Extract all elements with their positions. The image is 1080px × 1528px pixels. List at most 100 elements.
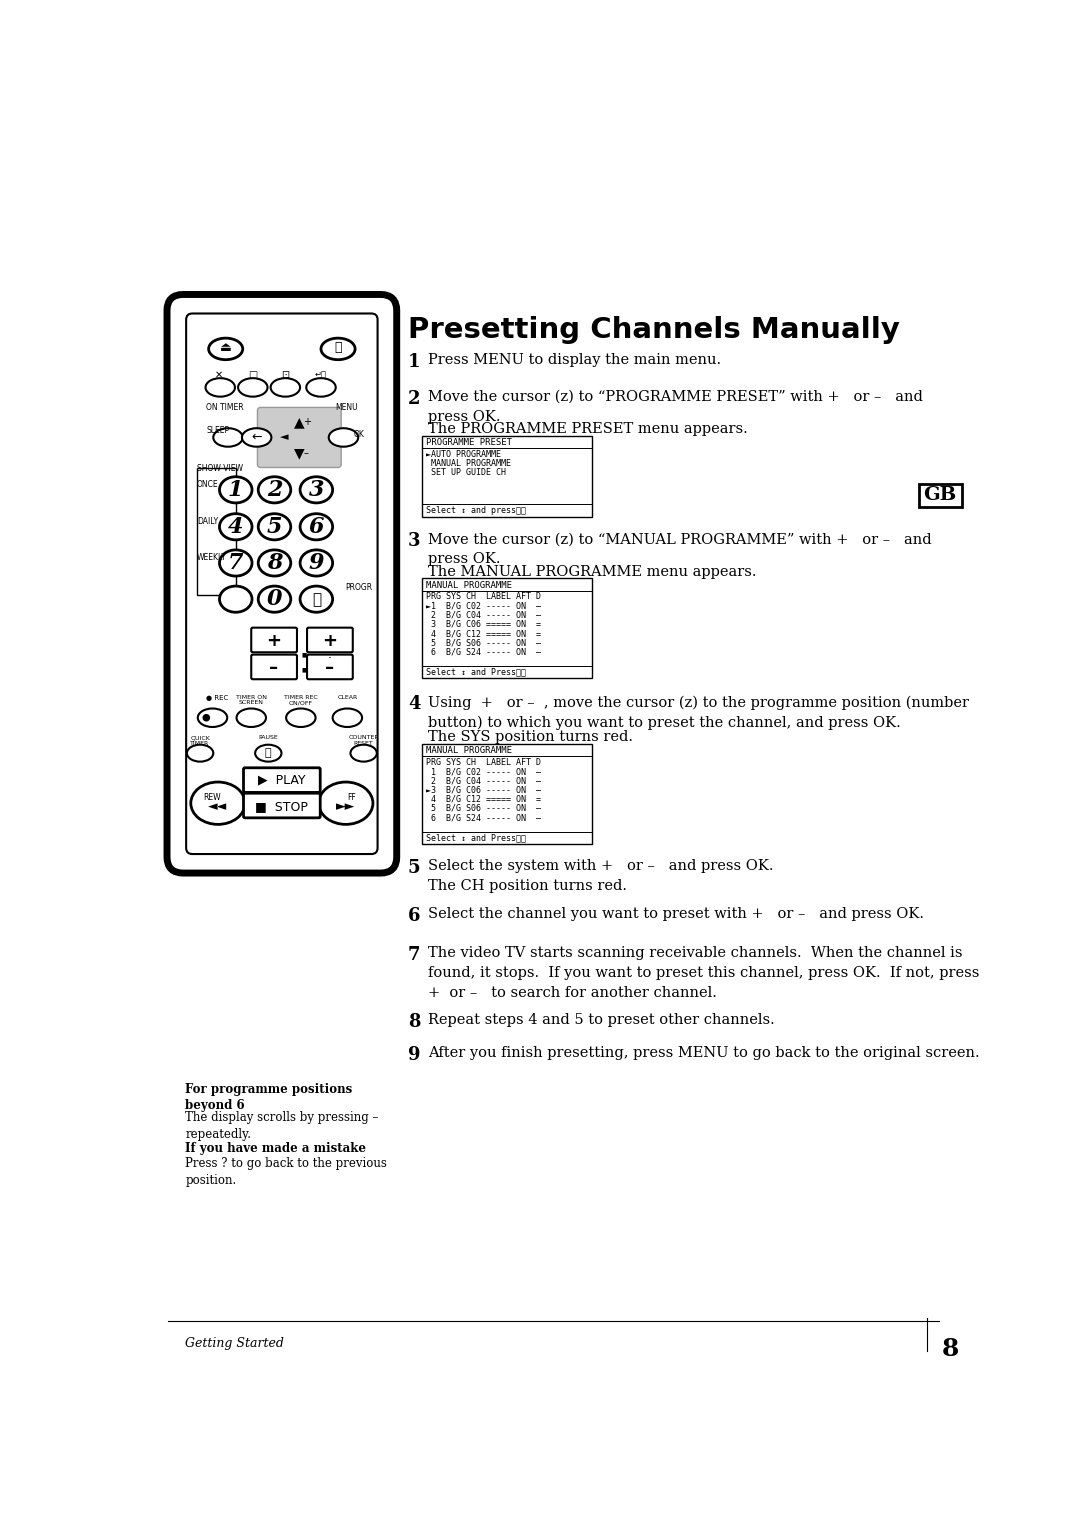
Ellipse shape [219, 587, 252, 613]
Text: After you finish presetting, press MENU to go back to the original screen.: After you finish presetting, press MENU … [428, 1045, 980, 1060]
Text: SET UP GUIDE CH: SET UP GUIDE CH [426, 468, 505, 477]
Text: ►AUTO PROGRAMME: ►AUTO PROGRAMME [426, 449, 501, 458]
Text: CLEAR: CLEAR [337, 695, 357, 700]
Text: ⓘ: ⓘ [312, 591, 321, 607]
Ellipse shape [258, 513, 291, 539]
Text: Move the cursor (z) to “PROGRAMME PRESET” with +   or –   and
press OK.: Move the cursor (z) to “PROGRAMME PRESET… [428, 390, 922, 423]
FancyBboxPatch shape [252, 628, 297, 652]
Ellipse shape [333, 709, 362, 727]
Text: ON TIMER: ON TIMER [206, 403, 244, 413]
Text: Select ↕ and PressⓀⒺ: Select ↕ and PressⓀⒺ [426, 668, 526, 677]
Text: ✕: ✕ [215, 370, 222, 380]
Text: Press ? to go back to the previous
position.: Press ? to go back to the previous posit… [186, 1157, 388, 1187]
Text: 2: 2 [267, 478, 282, 501]
Text: 6  B/G S24 ----- ON  –: 6 B/G S24 ----- ON – [426, 648, 541, 657]
Text: ● REC: ● REC [206, 695, 229, 701]
Text: +: + [267, 631, 281, 649]
FancyBboxPatch shape [170, 296, 394, 871]
Text: MANUAL PROGRAMME: MANUAL PROGRAMME [426, 746, 512, 755]
Text: ⊡: ⊡ [281, 370, 289, 380]
Text: ◄◄: ◄◄ [208, 799, 228, 813]
Ellipse shape [238, 377, 268, 397]
Text: 2: 2 [408, 390, 420, 408]
Text: 5: 5 [408, 859, 420, 877]
Ellipse shape [300, 513, 333, 539]
Text: ■  STOP: ■ STOP [255, 799, 308, 813]
Ellipse shape [300, 477, 333, 503]
Text: TIMER REC
ON/OFF: TIMER REC ON/OFF [284, 695, 318, 706]
Ellipse shape [219, 477, 252, 503]
Text: 8: 8 [408, 1013, 420, 1031]
Text: SLEEP: SLEEP [206, 426, 229, 435]
FancyBboxPatch shape [307, 654, 353, 680]
Text: Repeat steps 4 and 5 to preset other channels.: Repeat steps 4 and 5 to preset other cha… [428, 1013, 774, 1027]
Text: WEEKLY: WEEKLY [197, 553, 227, 562]
Text: 0: 0 [267, 588, 282, 610]
Bar [422, 435, 592, 516]
Text: .: . [327, 648, 332, 662]
Text: Select ↕ and PressⓀⒺ: Select ↕ and PressⓀⒺ [426, 833, 526, 842]
Text: 9: 9 [309, 552, 324, 575]
Text: ⏻: ⏻ [335, 341, 341, 354]
FancyBboxPatch shape [257, 408, 341, 468]
Text: GB: GB [923, 486, 957, 504]
Text: 7: 7 [228, 552, 243, 575]
Ellipse shape [328, 428, 359, 446]
Text: □: □ [248, 370, 257, 380]
Text: ▲: ▲ [294, 416, 305, 429]
Text: SHOW VIEW: SHOW VIEW [197, 465, 243, 474]
Text: 8: 8 [267, 552, 282, 575]
Text: ■: ■ [301, 652, 307, 657]
Text: Select ↕ and pressⓀⒺ: Select ↕ and pressⓀⒺ [426, 506, 526, 515]
Text: 9: 9 [408, 1045, 420, 1063]
Text: PAUSE: PAUSE [258, 735, 279, 741]
Text: MANUAL PROGRAMME: MANUAL PROGRAMME [426, 458, 511, 468]
Text: 4: 4 [408, 695, 420, 714]
FancyBboxPatch shape [252, 654, 297, 680]
Ellipse shape [219, 550, 252, 576]
Text: ■: ■ [301, 668, 307, 672]
Ellipse shape [255, 744, 282, 761]
Ellipse shape [198, 709, 227, 727]
Text: PROGR: PROGR [346, 584, 373, 591]
Text: Select the channel you want to preset with +   or –   and press OK.: Select the channel you want to preset wi… [428, 908, 924, 921]
Text: PRG SYS CH  LABEL AFT D: PRG SYS CH LABEL AFT D [426, 758, 541, 767]
Bar [422, 744, 592, 843]
Circle shape [203, 715, 210, 721]
Ellipse shape [219, 513, 252, 539]
Text: FF: FF [347, 793, 355, 802]
Ellipse shape [213, 428, 243, 446]
Ellipse shape [300, 550, 333, 576]
Ellipse shape [208, 338, 243, 359]
Text: ▶  PLAY: ▶ PLAY [258, 773, 306, 787]
Text: +: + [303, 417, 311, 426]
Text: The MANUAL PROGRAMME menu appears.: The MANUAL PROGRAMME menu appears. [428, 564, 756, 579]
Text: The display scrolls by pressing –
repeatedly.: The display scrolls by pressing – repeat… [186, 1111, 379, 1141]
Text: –: – [325, 660, 334, 677]
FancyBboxPatch shape [243, 767, 321, 793]
Text: 2  B/G C04 ----- ON  –: 2 B/G C04 ----- ON – [426, 611, 541, 620]
Text: ↵ⓧ: ↵ⓧ [315, 371, 327, 379]
Text: 2  B/G C04 ----- ON  –: 2 B/G C04 ----- ON – [426, 776, 541, 785]
Text: 3  B/G C06 ===== ON  =: 3 B/G C06 ===== ON = [426, 620, 541, 630]
Text: 4  B/G C12 ===== ON  =: 4 B/G C12 ===== ON = [426, 630, 541, 639]
FancyBboxPatch shape [186, 313, 378, 854]
Bar [197, 468, 235, 596]
Text: 7: 7 [408, 946, 420, 964]
Ellipse shape [258, 550, 291, 576]
Text: ◄: ◄ [280, 432, 288, 443]
Text: 1: 1 [408, 353, 420, 371]
Text: QUICK
TIMER: QUICK TIMER [190, 735, 210, 746]
Text: Presetting Channels Manually: Presetting Channels Manually [408, 316, 900, 344]
Text: ←: ← [252, 431, 262, 443]
Text: MENU: MENU [335, 403, 357, 413]
Text: 1: 1 [228, 478, 243, 501]
Text: The PROGRAMME PRESET menu appears.: The PROGRAMME PRESET menu appears. [428, 422, 747, 435]
Text: MANUAL PROGRAMME: MANUAL PROGRAMME [426, 581, 512, 590]
Ellipse shape [271, 377, 300, 397]
Text: 3: 3 [408, 532, 420, 550]
Ellipse shape [350, 744, 377, 761]
Text: DAILY: DAILY [197, 516, 218, 526]
Ellipse shape [319, 782, 373, 825]
Ellipse shape [307, 377, 336, 397]
